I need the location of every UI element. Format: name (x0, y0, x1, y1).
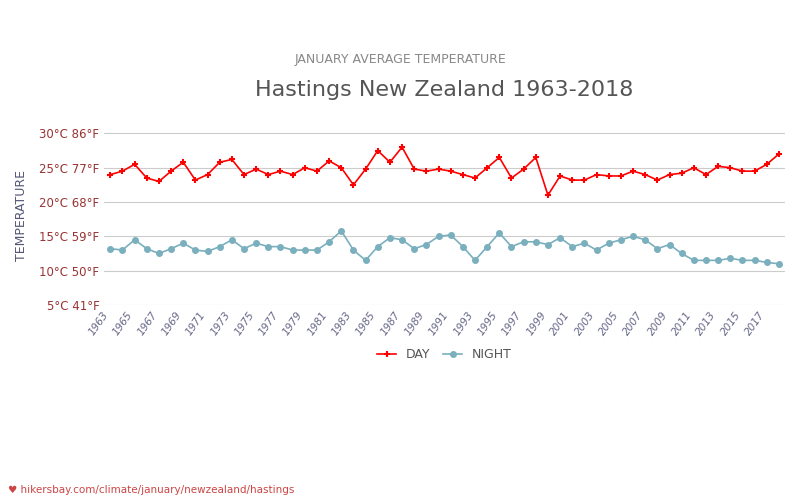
Title: Hastings New Zealand 1963-2018: Hastings New Zealand 1963-2018 (255, 80, 634, 100)
DAY (106, 172, 115, 177)
Line: NIGHT: NIGHT (107, 228, 782, 266)
NIGHT (531, 239, 541, 245)
DAY (494, 154, 504, 160)
NIGHT (555, 234, 565, 240)
NIGHT (628, 234, 638, 239)
DAY (531, 154, 541, 160)
DAY (118, 168, 127, 174)
Line: DAY: DAY (107, 144, 782, 199)
NIGHT (337, 228, 346, 234)
Text: JANUARY AVERAGE TEMPERATURE: JANUARY AVERAGE TEMPERATURE (294, 54, 506, 66)
Y-axis label: TEMPERATURE: TEMPERATURE (15, 170, 28, 262)
DAY (774, 151, 784, 157)
NIGHT (106, 246, 115, 252)
DAY (349, 182, 358, 188)
DAY (640, 172, 650, 177)
DAY (398, 144, 407, 150)
Text: ♥ hikersbay.com/climate/january/newzealand/hastings: ♥ hikersbay.com/climate/january/newzeala… (8, 485, 294, 495)
NIGHT (774, 261, 784, 267)
NIGHT (494, 230, 504, 236)
DAY (543, 192, 553, 198)
NIGHT (118, 247, 127, 253)
DAY (567, 177, 577, 183)
Legend: DAY, NIGHT: DAY, NIGHT (373, 344, 517, 366)
NIGHT (361, 258, 370, 264)
